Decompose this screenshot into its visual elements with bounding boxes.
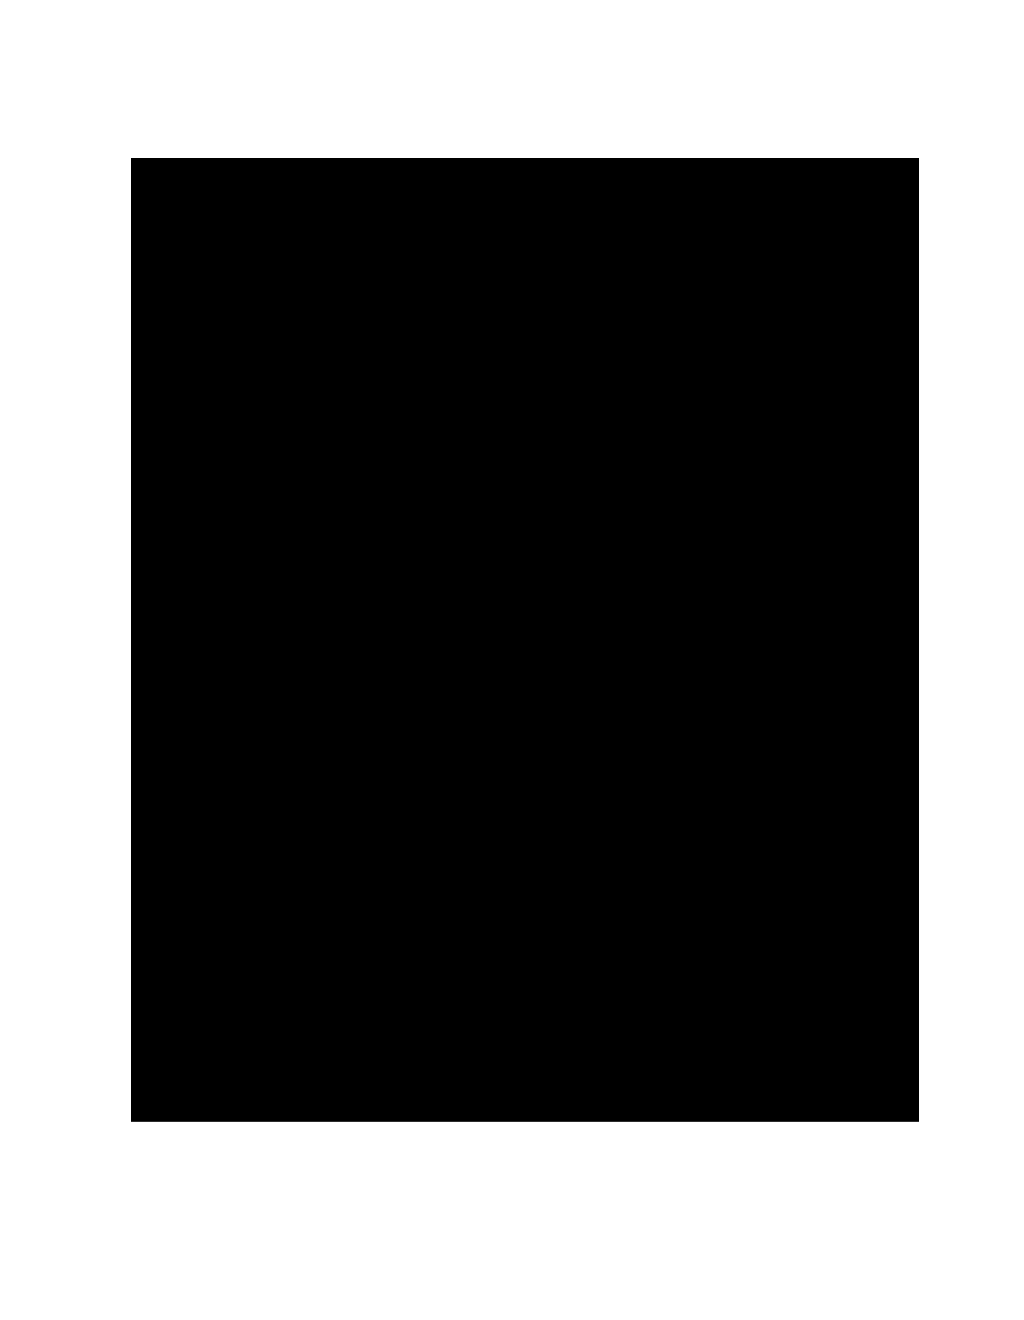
Text: 506: 506 — [593, 519, 616, 532]
FancyBboxPatch shape — [469, 664, 547, 688]
Text: 503: 503 — [573, 399, 597, 412]
Text: 502: 502 — [427, 399, 451, 412]
Text: N: N — [477, 450, 486, 463]
Text: 509: 509 — [366, 747, 389, 760]
Text: Error
signal input: Error signal input — [217, 363, 298, 393]
Polygon shape — [208, 438, 307, 494]
Text: 507: 507 — [735, 512, 759, 524]
Text: Y: Y — [410, 492, 418, 504]
Text: N: N — [624, 450, 633, 463]
Text: 505: 505 — [446, 519, 470, 532]
Text: 510: 510 — [366, 832, 389, 845]
Text: May 6, 2010   Sheet 4 of 9: May 6, 2010 Sheet 4 of 9 — [375, 185, 549, 197]
Polygon shape — [519, 438, 620, 494]
FancyBboxPatch shape — [519, 541, 620, 622]
Text: Level 0 Bit-
Plane
scanning: Level 0 Bit- Plane scanning — [220, 561, 295, 603]
Text: Condition 1
?: Condition 1 ? — [389, 453, 457, 480]
Text: 500: 500 — [801, 286, 826, 300]
Polygon shape — [373, 438, 473, 494]
FancyBboxPatch shape — [208, 348, 307, 407]
FancyBboxPatch shape — [396, 701, 589, 741]
Text: 504: 504 — [281, 519, 304, 532]
Text: Bit-stream: Bit-stream — [475, 669, 541, 682]
FancyBboxPatch shape — [373, 541, 473, 622]
Text: Encoding: Encoding — [465, 321, 536, 335]
FancyBboxPatch shape — [396, 768, 589, 826]
Text: Y: Y — [556, 492, 563, 504]
FancyBboxPatch shape — [662, 541, 762, 622]
Text: Y: Y — [244, 492, 252, 504]
Text: FIG 5: FIG 5 — [223, 257, 296, 282]
Text: Patent Application Publication: Patent Application Publication — [186, 185, 388, 197]
FancyBboxPatch shape — [208, 541, 307, 622]
Text: Entropy/Arithmetic Coding: Entropy/Arithmetic Coding — [395, 713, 590, 729]
Text: 508: 508 — [598, 714, 622, 727]
Text: N: N — [311, 450, 322, 463]
Text: 501: 501 — [281, 416, 304, 429]
Text: Condition 2
?: Condition 2 ? — [536, 453, 603, 480]
Text: Entropy encoded bit-
stream: Entropy encoded bit- stream — [416, 781, 569, 813]
Text: Balanced?: Balanced? — [225, 459, 290, 473]
Text: US 2010/0114581 A1: US 2010/0114581 A1 — [739, 185, 878, 197]
Text: Level 2 Bit-
Plane
scanning: Level 2 Bit- Plane scanning — [531, 561, 607, 603]
Text: Level 1 Bit-
Plane
scanning: Level 1 Bit- Plane scanning — [386, 561, 461, 603]
Text: Level 3 Bit-
Plane
scanning: Level 3 Bit- Plane scanning — [675, 561, 750, 603]
